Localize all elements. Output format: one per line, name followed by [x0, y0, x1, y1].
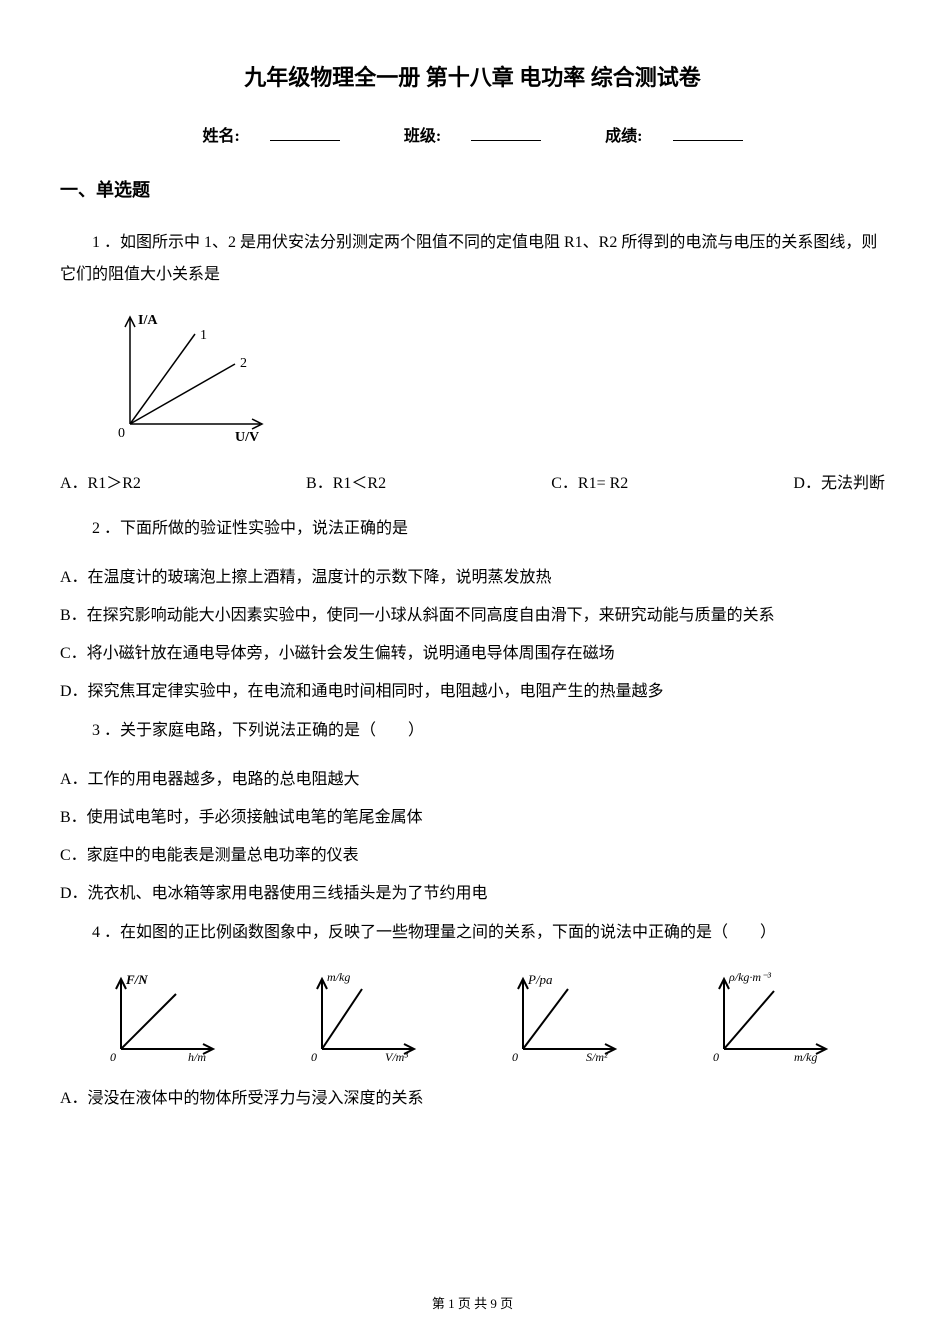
q4-option-a: A．浸没在液体中的物体所受浮力与浸入深度的关系 — [60, 1084, 885, 1108]
q1-option-b: B．R1＜R2 — [306, 469, 386, 493]
q2-option-c: C．将小磁针放在通电导体旁，小磁针会发生偏转，说明通电导体周围存在磁场 — [60, 639, 885, 663]
page-footer: 第 1 页 共 9 页 — [0, 1293, 945, 1312]
q3-option-b: B．使用试电笔时，手必须接触试电笔的笔尾金属体 — [60, 803, 885, 827]
graph-c-svg: 0 P/pa S/m² — [498, 969, 628, 1064]
q3-option-c: C．家庭中的电能表是测量总电功率的仪表 — [60, 841, 885, 865]
name-blank — [270, 125, 340, 141]
svg-text:0: 0 — [512, 1050, 518, 1064]
q1-option-a: A．R1＞R2 — [60, 469, 141, 493]
svg-text:0: 0 — [110, 1050, 116, 1064]
line-2-label: 2 — [240, 356, 247, 371]
q1-option-d: D．无法判断 — [793, 469, 885, 493]
svg-text:m/kg: m/kg — [794, 1050, 817, 1064]
svg-text:V/m³: V/m³ — [385, 1050, 408, 1064]
q1-option-c: C．R1= R2 — [551, 469, 628, 493]
student-info-line: 姓名: 班级: 成绩: — [60, 122, 885, 146]
graph-a-svg: 0 F/N h/m — [96, 969, 226, 1064]
question-1-graph: 0 I/A U/V 1 2 — [100, 309, 885, 454]
svg-text:0: 0 — [713, 1050, 719, 1064]
svg-text:0: 0 — [311, 1050, 317, 1064]
q3-option-d: D．洗衣机、电冰箱等家用电器使用三线插头是为了节约用电 — [60, 879, 885, 903]
section-title-1: 一、单选题 — [60, 176, 885, 202]
svg-text:m/kg: m/kg — [327, 970, 350, 984]
y-axis-label: I/A — [138, 313, 158, 328]
graph-b-svg: 0 m/kg V/m³ — [297, 969, 427, 1064]
line-1-label: 1 — [200, 328, 207, 343]
q2-option-d: D．探究焦耳定律实验中，在电流和通电时间相同时，电阻越小，电阻产生的热量越多 — [60, 677, 885, 701]
score-label: 成绩: — [590, 128, 757, 145]
svg-text:h/m: h/m — [188, 1050, 206, 1064]
question-4-graphs: 0 F/N h/m 0 m/kg V/m³ 0 P/pa S/m² 0 ρ/kg… — [60, 969, 885, 1064]
q2-option-a: A．在温度计的玻璃泡上擦上酒精，温度计的示数下降，说明蒸发放热 — [60, 563, 885, 587]
class-label: 班级: — [389, 128, 556, 145]
svg-text:S/m²: S/m² — [586, 1050, 608, 1064]
question-1-options: A．R1＞R2 B．R1＜R2 C．R1= R2 D．无法判断 — [60, 469, 885, 493]
question-2-text: 2 ．下面所做的验证性实验中，说法正确的是 — [60, 513, 885, 545]
class-blank — [471, 125, 541, 141]
question-1-text: 1 ．如图所示中 1、2 是用伏安法分别测定两个阻值不同的定值电阻 R1、R2 … — [60, 227, 885, 291]
graph-d-svg: 0 ρ/kg·m⁻³ m/kg — [699, 969, 849, 1064]
origin-label: 0 — [118, 426, 125, 441]
name-label: 姓名: — [187, 128, 354, 145]
question-4-text: 4 ．在如图的正比例函数图象中，反映了一些物理量之间的关系，下面的说法中正确的是… — [60, 917, 885, 949]
x-axis-label: U/V — [235, 430, 259, 445]
iv-graph-svg: 0 I/A U/V 1 2 — [100, 309, 270, 449]
line-1 — [130, 334, 195, 424]
svg-text:F/N: F/N — [125, 972, 148, 987]
svg-text:P/pa: P/pa — [527, 972, 553, 987]
q3-option-a: A．工作的用电器越多，电路的总电阻越大 — [60, 765, 885, 789]
score-blank — [673, 125, 743, 141]
line-2 — [130, 364, 235, 424]
svg-text:ρ/kg·m⁻³: ρ/kg·m⁻³ — [728, 970, 771, 984]
question-3-text: 3 ．关于家庭电路，下列说法正确的是（ ） — [60, 715, 885, 747]
q2-option-b: B．在探究影响动能大小因素实验中，使同一小球从斜面不同高度自由滑下，来研究动能与… — [60, 601, 885, 625]
page-title: 九年级物理全一册 第十八章 电功率 综合测试卷 — [60, 60, 885, 92]
